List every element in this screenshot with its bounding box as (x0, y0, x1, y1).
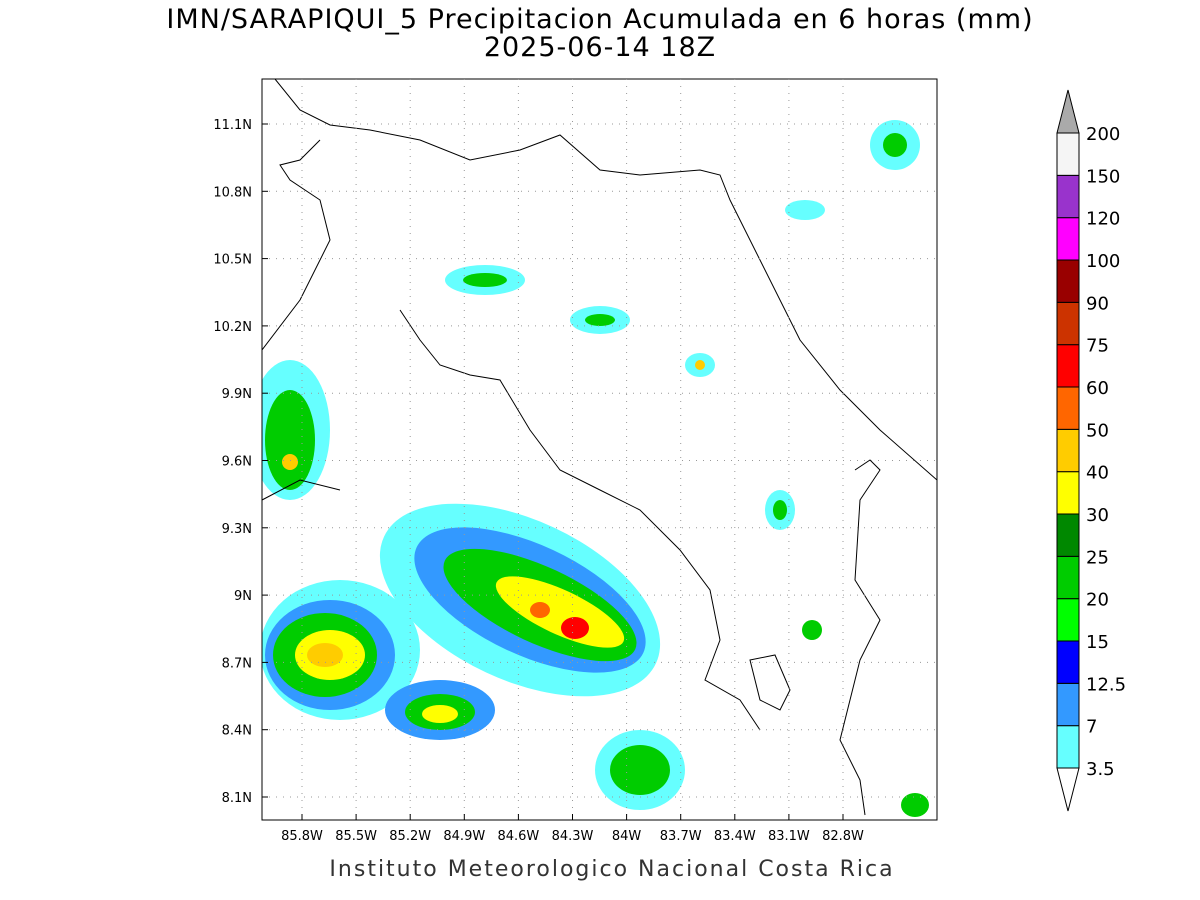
lat-tick-label: 8.4N (222, 724, 252, 739)
colorbar-label: 75 (1086, 336, 1109, 357)
colorbar-box (1056, 555, 1080, 600)
lat-tick-label: 10.2N (213, 320, 252, 335)
colorbar-box (1056, 640, 1080, 684)
colorbar-label: 200 (1086, 124, 1120, 145)
lat-tick-label: 11.1N (213, 118, 252, 133)
colorbar-label: 7 (1086, 717, 1097, 738)
map-frame (261, 78, 938, 821)
title: IMN/SARAPIQUI_5 Precipitacion Acumulada … (166, 4, 1033, 35)
colorbar-box (1056, 725, 1080, 769)
lat-tick-label: 8.7N (222, 656, 252, 671)
lon-tick-label: 84.6W (497, 829, 539, 844)
colorbar-label: 15 (1086, 632, 1109, 653)
colorbar-label: 12.5 (1086, 674, 1126, 695)
colorbar-label: 3.5 (1086, 759, 1115, 780)
lat-tick-label: 9N (234, 589, 252, 604)
lat-tick-label: 9.6N (222, 455, 252, 470)
precip-patches (262, 120, 929, 817)
lon-tick-label: 85.8W (281, 829, 323, 844)
lat-tick-label: 8.1N (222, 791, 252, 806)
lon-tick-label: 83.4W (714, 829, 756, 844)
colorbar-box (1056, 682, 1080, 727)
footer: Instituto Meteorologico Nacional Costa R… (329, 857, 894, 882)
colorbar-box (1056, 386, 1080, 430)
colorbar-label: 150 (1086, 166, 1120, 187)
colorbar-label: 20 (1086, 590, 1109, 611)
colorbar-label: 30 (1086, 505, 1109, 526)
colorbar-label: 50 (1086, 420, 1109, 441)
lon-tick-label: 83.1W (768, 829, 810, 844)
lon-tick-label: 83.7W (660, 829, 702, 844)
lat-tick-label: 10.5N (213, 253, 252, 268)
colorbar-box (1056, 132, 1080, 176)
lon-tick-label: 84W (612, 829, 642, 844)
coastline (262, 79, 937, 816)
colorbar-box (1056, 344, 1080, 388)
lon-tick-label: 84.3W (552, 829, 594, 844)
colorbar-box (1056, 513, 1080, 557)
lon-tick-label: 85.5W (335, 829, 377, 844)
colorbar-label: 60 (1086, 378, 1109, 399)
colorbar-box (1056, 428, 1080, 473)
colorbar-box (1056, 471, 1080, 515)
colorbar-box (1056, 174, 1080, 219)
colorbar-box (1056, 301, 1080, 346)
lon-tick-label: 85.2W (389, 829, 431, 844)
subtitle: 2025-06-14 18Z (484, 32, 716, 63)
colorbar-label: 25 (1086, 547, 1109, 568)
colorbar-box (1056, 217, 1080, 261)
colorbar-label: 100 (1086, 251, 1120, 272)
colorbar-label: 120 (1086, 209, 1120, 230)
lon-tick-label: 84.9W (443, 829, 485, 844)
colorbar-box (1056, 259, 1080, 303)
colorbar-under (1056, 767, 1080, 812)
colorbar-label: 40 (1086, 463, 1109, 484)
precip-field (262, 79, 937, 817)
colorbar-box (1056, 598, 1080, 642)
lat-tick-label: 9.9N (222, 387, 252, 402)
colorbar-over (1056, 89, 1080, 134)
lat-tick-label: 9.3N (222, 522, 252, 537)
colorbar-label: 90 (1086, 293, 1109, 314)
lon-tick-label: 82.8W (822, 829, 864, 844)
lat-tick-label: 10.8N (213, 185, 252, 200)
